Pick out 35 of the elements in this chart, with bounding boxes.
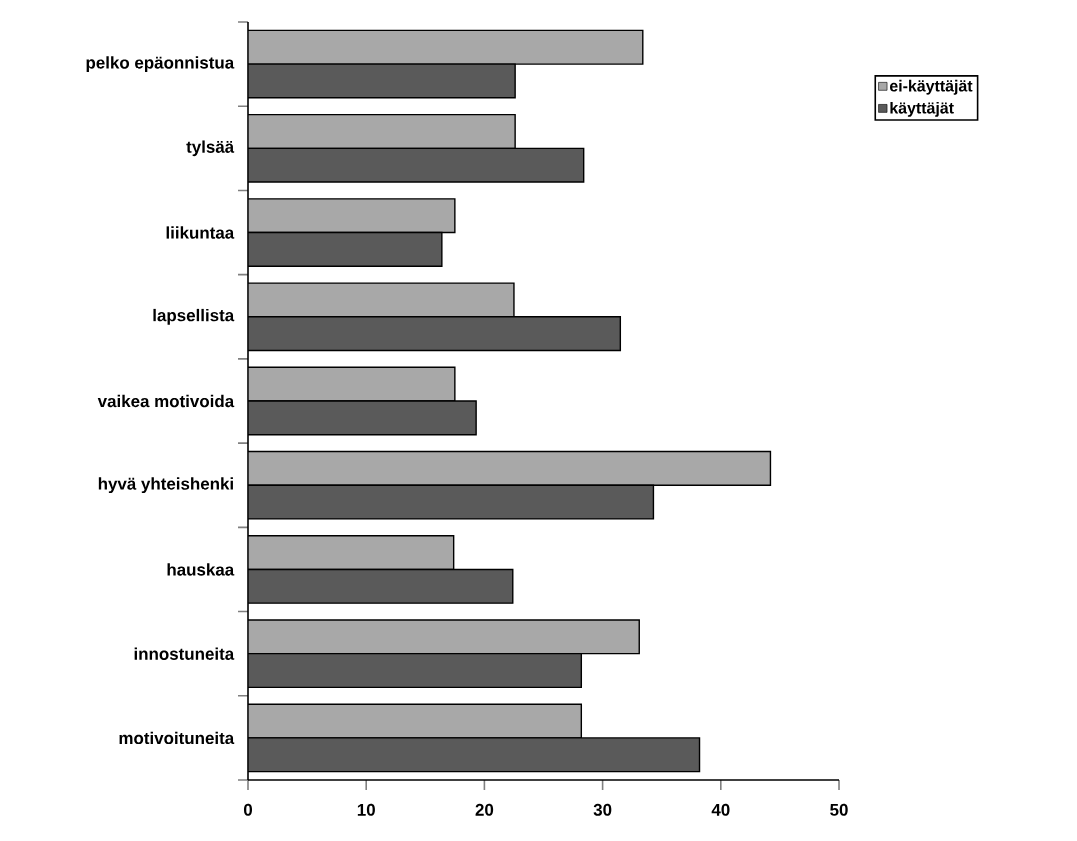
- bar: [248, 316, 622, 352]
- y-tick-label: tylsää: [186, 140, 235, 157]
- bar: [248, 568, 514, 604]
- bar: [248, 198, 456, 234]
- x-tick-label: 10: [357, 803, 375, 816]
- bar: [248, 29, 644, 65]
- legend-label: ei-käyttäjät: [889, 79, 973, 95]
- x-tick-label: 50: [830, 803, 848, 816]
- x-tick-label: 0: [243, 803, 253, 816]
- bar: [248, 63, 516, 99]
- y-tick-label: innostuneita: [134, 647, 235, 660]
- y-tick-label: hauskaa: [167, 563, 235, 576]
- x-tick-label: 40: [711, 803, 730, 816]
- bar: [248, 400, 477, 436]
- y-tick-label: motivoituneita: [119, 731, 235, 745]
- bar: [248, 703, 583, 739]
- bar: [248, 113, 516, 150]
- bar: [248, 737, 701, 773]
- y-tick-label: liikuntaa: [166, 226, 235, 239]
- x-tick-label: 30: [593, 803, 612, 816]
- bar: [248, 231, 443, 267]
- y-tick-label: vaikea motivoida: [97, 394, 235, 408]
- y-tick-label: pelko epäonnistua: [86, 56, 235, 73]
- bar: [248, 282, 515, 318]
- bar: [248, 535, 455, 571]
- bar: [248, 652, 583, 689]
- y-tick-label: lapsellista: [153, 308, 235, 325]
- bar: [248, 484, 655, 520]
- legend-label: käyttäjät: [890, 101, 954, 117]
- bar: [248, 619, 640, 655]
- bar: [248, 450, 772, 486]
- x-tick-label: 20: [475, 803, 494, 816]
- bar: [248, 147, 585, 183]
- bar: [248, 366, 456, 402]
- y-tick-label: hyvä yhteishenki: [98, 477, 233, 494]
